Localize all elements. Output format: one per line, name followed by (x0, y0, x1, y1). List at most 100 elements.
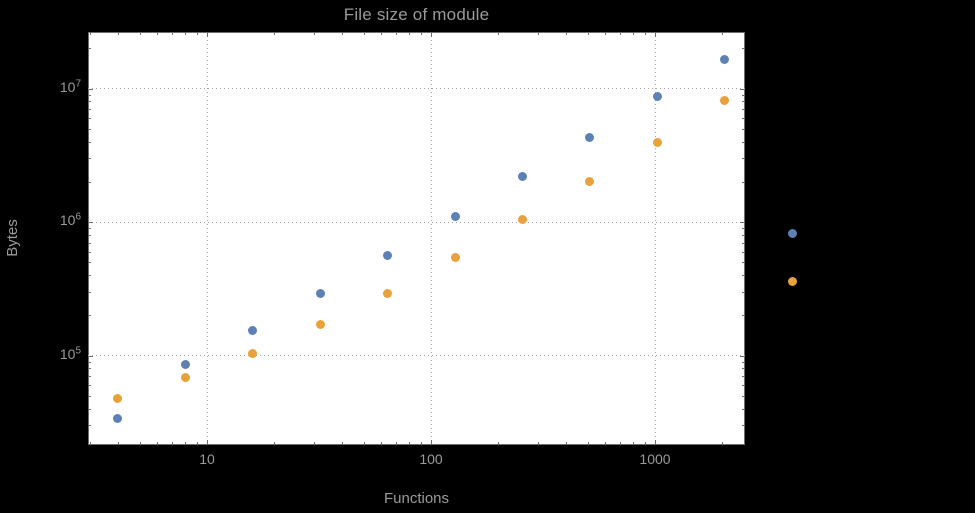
y-tick-label: 107 (0, 77, 81, 95)
tick-mark (88, 408, 91, 410)
tick-mark (117, 32, 119, 35)
tick-mark (742, 158, 745, 160)
tick-mark (88, 141, 91, 143)
data-point (248, 325, 258, 335)
y-axis-label: Bytes (4, 219, 21, 257)
gridline-vertical (654, 32, 656, 445)
tick-mark (620, 442, 622, 445)
tick-mark (88, 262, 91, 264)
tick-mark (633, 442, 635, 445)
y-tick-base: 10 (59, 212, 76, 228)
tick-mark (157, 442, 159, 445)
tick-mark (207, 440, 208, 445)
tick-mark (409, 32, 411, 35)
tick-mark (396, 32, 398, 35)
data-point (652, 137, 662, 147)
tick-mark (742, 385, 745, 387)
data-point (383, 251, 393, 261)
tick-mark (88, 395, 91, 397)
tick-mark (88, 361, 91, 363)
tick-mark (620, 32, 622, 35)
tick-mark (88, 181, 91, 183)
data-point (315, 320, 325, 330)
data-point (517, 171, 527, 181)
tick-mark (742, 361, 745, 363)
tick-mark (88, 228, 91, 230)
tick-mark (88, 251, 91, 253)
tick-mark (565, 32, 567, 35)
tick-mark (381, 442, 383, 445)
tick-mark (498, 32, 500, 35)
tick-mark (172, 442, 174, 445)
y-tick-exponent: 5 (75, 344, 81, 356)
tick-mark (172, 32, 174, 35)
tick-mark (565, 442, 567, 445)
tick-mark (88, 234, 91, 236)
y-tick-label: 106 (0, 212, 81, 228)
tick-mark (117, 442, 119, 445)
data-point (450, 252, 460, 262)
tick-mark (605, 442, 607, 445)
tick-mark (207, 32, 208, 37)
tick-mark (742, 368, 745, 370)
y-tick-exponent: 7 (75, 77, 81, 89)
tick-mark (88, 368, 91, 370)
tick-mark (742, 275, 745, 277)
tick-mark (89, 32, 91, 35)
tick-mark (742, 262, 745, 264)
tick-mark (185, 442, 187, 445)
tick-mark (409, 442, 411, 445)
data-point (517, 214, 527, 224)
data-point (248, 348, 258, 358)
gridline-vertical (430, 32, 432, 445)
tick-mark (742, 141, 745, 143)
data-point (113, 393, 123, 403)
tick-mark (196, 32, 198, 35)
tick-mark (139, 442, 141, 445)
tick-mark (742, 94, 745, 96)
tick-mark (313, 442, 315, 445)
data-point (383, 289, 393, 299)
tick-mark (742, 48, 745, 50)
tick-mark (742, 291, 745, 293)
gridline-horizontal (88, 221, 745, 223)
tick-mark (88, 109, 91, 111)
data-point (180, 360, 190, 370)
data-point (720, 54, 730, 64)
data-point (787, 229, 797, 238)
tick-mark (605, 32, 607, 35)
data-point (652, 92, 662, 102)
tick-mark (381, 32, 383, 35)
data-point (585, 177, 595, 187)
data-point (787, 276, 797, 286)
y-tick-base: 10 (59, 345, 76, 362)
y-tick-exponent: 6 (75, 211, 81, 223)
tick-mark (88, 291, 91, 293)
tick-mark (587, 32, 589, 35)
x-axis-label: Functions (383, 490, 450, 507)
tick-mark (742, 181, 745, 183)
tick-mark (431, 440, 432, 445)
tick-mark (742, 242, 745, 244)
tick-mark (742, 425, 745, 427)
tick-mark (196, 442, 198, 445)
tick-mark (742, 101, 745, 103)
x-tick-label: 10 (199, 451, 215, 467)
y-tick-label: 105 (0, 344, 81, 362)
tick-mark (740, 222, 745, 223)
tick-mark (742, 234, 745, 236)
tick-mark (363, 32, 365, 35)
tick-mark (88, 355, 93, 357)
tick-mark (420, 32, 422, 35)
tick-mark (655, 32, 656, 37)
tick-mark (742, 228, 745, 230)
y-tick-base: 10 (59, 78, 76, 95)
tick-mark (341, 32, 343, 35)
tick-mark (537, 32, 539, 35)
tick-mark (742, 408, 745, 410)
gridline-horizontal (88, 355, 745, 356)
tick-mark (313, 32, 315, 35)
tick-mark (431, 32, 432, 37)
tick-mark (88, 376, 91, 378)
tick-mark (644, 442, 646, 445)
